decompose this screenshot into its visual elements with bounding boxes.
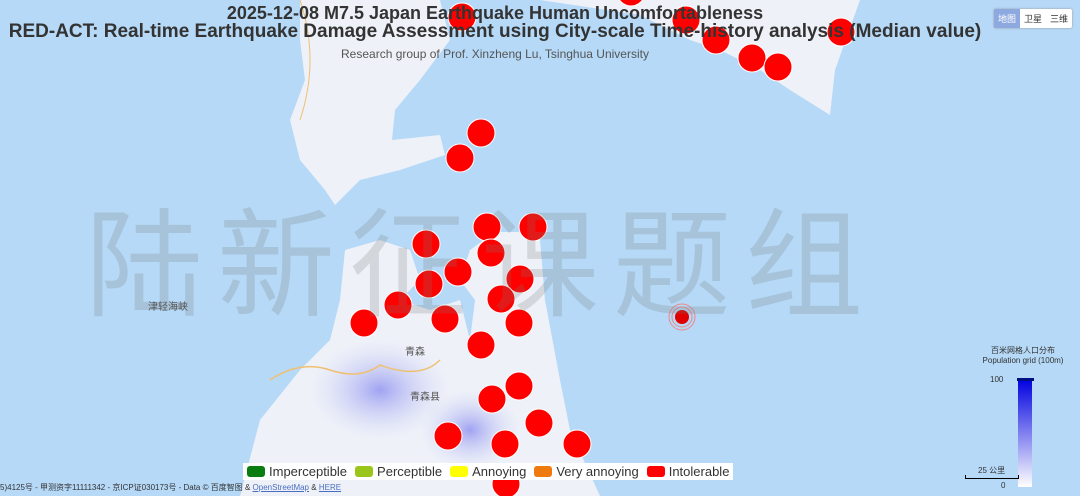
city-marker-intolerable[interactable] <box>383 290 413 320</box>
city-marker-intolerable[interactable] <box>445 143 475 173</box>
map-type-switch: 地图 卫星 三维 <box>993 9 1072 28</box>
population-color-bar <box>1018 379 1032 487</box>
population-title-en: Population grid (100m) <box>982 356 1064 365</box>
city-marker-intolerable[interactable] <box>504 371 534 401</box>
prefecture-label: 青森县 <box>410 392 440 403</box>
city-marker-intolerable[interactable] <box>763 52 793 82</box>
city-marker-intolerable[interactable] <box>476 238 506 268</box>
legend-swatch <box>450 466 469 477</box>
legend-item-imperceptible: Imperceptible <box>247 464 347 479</box>
strait-label: 津轻海峡 <box>148 302 188 313</box>
legend-item-annoying: Annoying <box>450 464 526 479</box>
city-marker-intolerable[interactable] <box>518 212 548 242</box>
city-marker-intolerable[interactable] <box>443 257 473 287</box>
osm-link[interactable]: OpenStreetMap <box>252 483 310 492</box>
legend: Imperceptible Perceptible Annoying Very … <box>243 463 734 480</box>
city-marker-intolerable[interactable] <box>414 269 444 299</box>
city-marker-intolerable[interactable] <box>411 229 441 259</box>
assessment-markers <box>349 0 856 496</box>
subtitle: Research group of Prof. Xinzheng Lu, Tsi… <box>341 47 649 61</box>
city-marker-intolerable[interactable] <box>433 421 463 451</box>
city-marker-intolerable[interactable] <box>447 2 477 32</box>
city-marker-intolerable[interactable] <box>671 5 701 35</box>
legend-label: Intolerable <box>668 464 730 479</box>
city-label: 青森 <box>405 347 425 358</box>
city-marker-intolerable[interactable] <box>701 25 731 55</box>
city-marker-intolerable[interactable] <box>466 118 496 148</box>
copyright-text: 5)4125号 - 甲测资字11111342 - 京ICP证030173号 - … <box>0 483 251 492</box>
map-type-satellite[interactable]: 卫星 <box>1023 14 1042 24</box>
legend-item-very-annoying: Very annoying <box>534 464 639 479</box>
city-marker-intolerable[interactable] <box>562 429 592 459</box>
city-marker-intolerable[interactable] <box>477 384 507 414</box>
map-copyright: 5)4125号 - 甲测资字11111342 - 京ICP证030173号 - … <box>0 482 341 493</box>
city-marker-intolerable[interactable] <box>505 264 535 294</box>
legend-swatch <box>247 466 265 477</box>
title-line1: 2025-12-08 M7.5 Japan Earthquake Human U… <box>226 3 764 23</box>
legend-label: Imperceptible <box>269 464 348 479</box>
city-marker-intolerable[interactable] <box>504 308 534 338</box>
here-link[interactable]: HERE <box>318 483 342 492</box>
legend-item-intolerable: Intolerable <box>646 464 730 479</box>
city-marker-intolerable[interactable] <box>524 408 554 438</box>
legend-swatch <box>355 466 374 477</box>
legend-item-perceptible: Perceptible <box>355 464 442 479</box>
legend-label: Annoying <box>472 464 527 479</box>
city-marker-intolerable[interactable] <box>826 17 856 47</box>
title-line2: RED-ACT: Real-time Earthquake Damage Ass… <box>8 21 982 42</box>
city-marker-intolerable[interactable] <box>349 308 379 338</box>
watermark: 陆新征课题组 <box>85 197 878 335</box>
scale-bar <box>965 475 1019 479</box>
city-marker-intolerable[interactable] <box>486 284 516 314</box>
city-marker-intolerable[interactable] <box>466 330 496 360</box>
city-marker-intolerable[interactable] <box>490 429 520 459</box>
map-type-3d[interactable]: 三维 <box>1049 14 1068 24</box>
population-title-cn: 百米网格人口分布 <box>991 346 1055 355</box>
legend-swatch <box>534 466 553 477</box>
population-max: 100 <box>990 375 1004 384</box>
legend-swatch <box>646 466 665 477</box>
city-marker-intolerable[interactable] <box>430 304 460 334</box>
city-marker-intolerable[interactable] <box>617 0 645 7</box>
epicenter-marker[interactable] <box>668 303 696 331</box>
population-min: 0 <box>1001 481 1006 490</box>
scale-label: 25 公里 <box>978 466 1006 475</box>
population-legend-title: 百米网格人口分布 Population grid (100m) <box>968 345 1078 365</box>
city-marker-intolerable[interactable] <box>737 43 767 73</box>
legend-label: Perceptible <box>377 464 443 479</box>
legend-label: Very annoying <box>556 464 639 479</box>
map-type-map[interactable]: 地图 <box>993 9 1020 28</box>
copyright-amp: & <box>311 483 317 492</box>
population-bar-cap <box>1017 378 1034 381</box>
